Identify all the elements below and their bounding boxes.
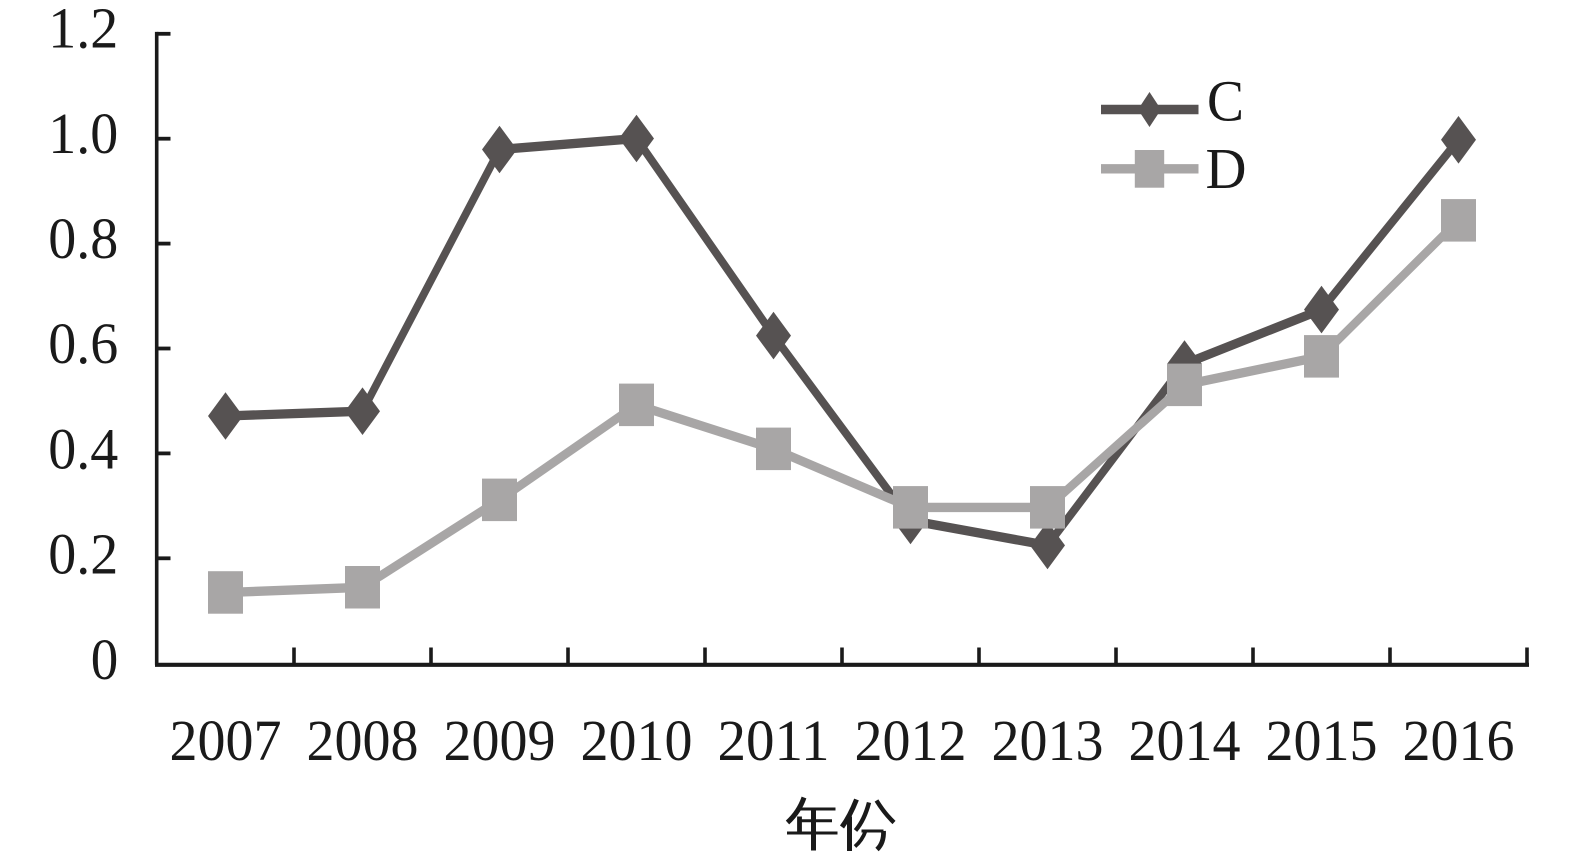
svg-text:0.2: 0.2 — [48, 522, 118, 587]
svg-text:2009: 2009 — [444, 708, 556, 773]
svg-text:C: C — [1207, 69, 1244, 134]
svg-text:0.6: 0.6 — [48, 311, 118, 376]
svg-text:2013: 2013 — [992, 708, 1104, 773]
svg-text:D: D — [1206, 136, 1247, 201]
svg-text:1.0: 1.0 — [48, 101, 118, 166]
svg-text:2016: 2016 — [1403, 708, 1515, 773]
svg-text:0.4: 0.4 — [48, 416, 118, 481]
svg-text:2008: 2008 — [307, 708, 419, 773]
svg-text:2011: 2011 — [718, 708, 830, 773]
svg-text:2014: 2014 — [1129, 708, 1241, 773]
svg-text:2012: 2012 — [855, 708, 967, 773]
svg-text:2015: 2015 — [1266, 708, 1378, 773]
svg-text:1.2: 1.2 — [48, 0, 118, 61]
svg-text:2010: 2010 — [581, 708, 693, 773]
svg-text:0: 0 — [91, 627, 119, 692]
svg-text:2007: 2007 — [170, 708, 282, 773]
svg-text:0.8: 0.8 — [48, 206, 118, 271]
